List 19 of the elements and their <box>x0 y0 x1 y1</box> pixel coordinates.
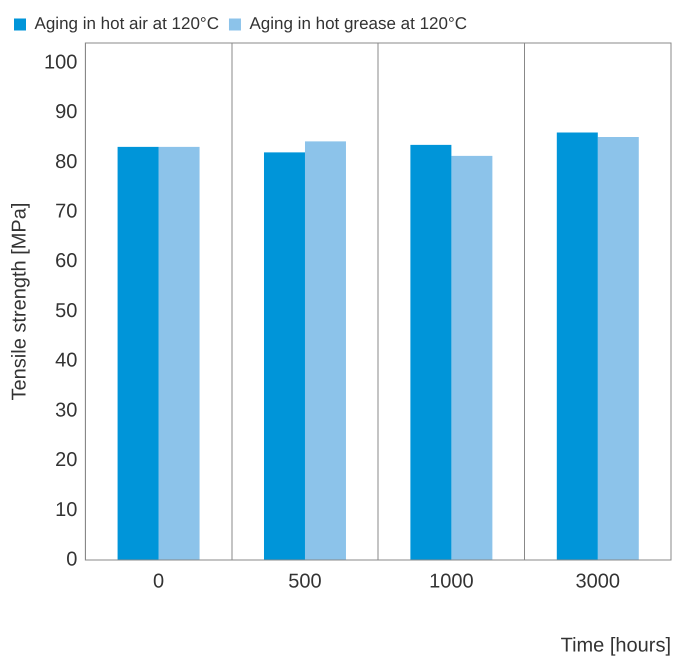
y-tick-label: 0 <box>66 548 78 571</box>
y-tick-label: 100 <box>44 51 78 74</box>
x-tick-label: 0 <box>153 570 164 593</box>
y-axis-title: Tensile strength [MPa] <box>8 202 31 400</box>
y-tick-label: 90 <box>55 101 78 124</box>
x-tick-label: 1000 <box>429 570 474 593</box>
y-tick-label: 30 <box>55 399 78 422</box>
y-tick-label: 50 <box>55 300 78 322</box>
y-tick-label: 20 <box>55 449 78 472</box>
y-tick-label: 70 <box>55 200 78 223</box>
x-tick-label: 3000 <box>576 570 620 593</box>
y-tick-label: 60 <box>55 250 78 272</box>
y-tick-label: 80 <box>55 150 78 173</box>
legend-label: Aging in hot air at 120°C <box>34 14 219 34</box>
x-axis-title: Time [hours] <box>560 634 671 657</box>
legend-label: Aging in hot grease at 120°C <box>249 14 468 34</box>
x-tick-label: 500 <box>288 570 322 593</box>
y-tick-label: 10 <box>55 498 78 521</box>
y-tick-label: 40 <box>55 350 78 372</box>
